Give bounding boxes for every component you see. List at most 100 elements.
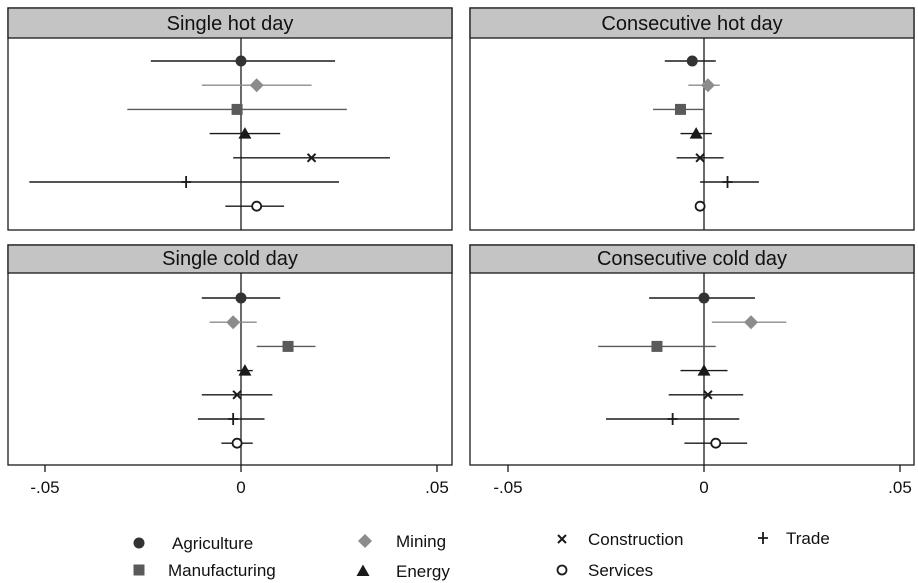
point-estimate-marker [306,153,317,163]
estimate-construction [676,153,724,163]
legend-label: Agriculture [172,534,253,553]
point-estimate-marker [232,390,242,400]
legend-label: Manufacturing [168,561,276,580]
panel-title-bar [7,7,453,39]
x-tick-label: .05 [888,478,912,497]
point-estimate-marker [651,340,663,352]
point-estimate-marker [667,413,678,425]
estimate-energy [680,364,728,376]
estimate-agriculture [664,55,716,67]
legend-item-agriculture: Agriculture [133,534,253,553]
point-estimate-marker [744,315,759,330]
legend-key-marker [356,564,370,576]
estimate-energy [680,127,712,139]
point-estimate-marker [722,176,733,188]
estimate-trade [29,176,339,188]
legend-label: Trade [786,529,830,548]
point-estimate-marker [695,153,705,163]
estimate-agriculture [649,292,755,304]
x-tick-label: 0 [236,478,245,497]
panel-title-bar [469,244,915,274]
estimate-construction [668,390,744,400]
point-estimate-marker [686,55,698,67]
legend-key-marker [557,534,567,544]
legend-item-energy: Energy [356,562,450,581]
panel-title-bar [7,244,453,274]
x-axis-consecutive-cold-day: -.05 0 .05 [493,465,912,497]
point-estimate-marker [698,292,710,304]
point-estimate-marker [282,340,294,352]
legend-item-services: Services [556,561,653,580]
estimate-manufacturing [598,340,716,352]
x-axis-single-cold-day: -.05 0 .05 [30,465,449,497]
x-tick-label: .05 [425,478,449,497]
legend-key-marker [358,534,372,548]
point-estimate-marker [710,437,722,449]
panel-frame [7,7,453,231]
estimate-construction [233,153,390,163]
point-estimate-marker [689,127,703,139]
legend-item-trade: Trade [758,529,830,548]
panel-title: Consecutive hot day [601,13,782,35]
point-estimate-marker [231,103,243,115]
panel-consecutive-hot-day: Consecutive hot day [469,7,915,231]
estimate-trade [197,413,265,425]
legend-label: Services [588,561,653,580]
panel-frame [7,244,453,466]
panel-consecutive-cold-day: Consecutive cold day [469,244,915,466]
estimate-services [694,200,706,212]
estimate-energy [237,364,253,376]
x-tick-label: 0 [699,478,708,497]
point-estimate-marker [228,413,239,425]
panel-title-bar [469,7,915,39]
panel-single-cold-day: Single cold day [7,244,453,466]
legend-key-marker [133,564,145,576]
panel-frame [469,7,915,231]
point-estimate-marker [703,390,713,400]
legend-label: Energy [396,562,450,581]
estimate-mining [688,78,720,93]
estimate-services [221,437,253,449]
legend-key-marker [758,532,768,544]
estimate-construction [201,390,273,400]
estimate-manufacturing [256,340,316,352]
estimate-agriculture [201,292,281,304]
point-estimate-marker [249,78,264,93]
point-estimate-marker [674,103,686,115]
legend-item-mining: Mining [358,532,446,551]
point-estimate-marker [231,437,243,449]
panel-single-hot-day: Single hot day [7,7,453,231]
point-estimate-marker [235,292,247,304]
point-estimate-marker [181,176,192,188]
estimate-services [225,200,285,212]
estimate-manufacturing [653,103,704,115]
point-estimate-marker [235,55,247,67]
estimate-manufacturing [127,103,347,115]
legend-item-construction: Construction [557,530,683,549]
legend-item-manufacturing: Manufacturing [133,561,276,580]
legend-label: Mining [396,532,446,551]
legend-label: Construction [588,530,683,549]
estimate-services [684,437,748,449]
estimate-mining [711,315,787,330]
point-estimate-marker [694,200,706,212]
estimate-mining [209,315,257,330]
legend-key-marker [556,564,568,576]
legend-key-marker [133,537,145,549]
panel-title: Single hot day [167,13,294,35]
estimate-energy [209,127,281,139]
estimate-trade [700,176,759,188]
point-estimate-marker [697,364,711,376]
point-estimate-marker [226,315,241,330]
panel-title: Single cold day [162,248,298,270]
point-estimate-marker [238,127,252,139]
x-tick-label: -.05 [493,478,522,497]
legend: Agriculture Mining Manufacturing Energy Cons… [133,529,830,581]
estimate-agriculture [150,55,336,67]
point-estimate-marker [700,78,715,93]
point-estimate-marker [251,200,263,212]
point-estimate-marker [238,364,252,376]
panel-frame [469,244,915,466]
estimate-mining [201,78,312,93]
